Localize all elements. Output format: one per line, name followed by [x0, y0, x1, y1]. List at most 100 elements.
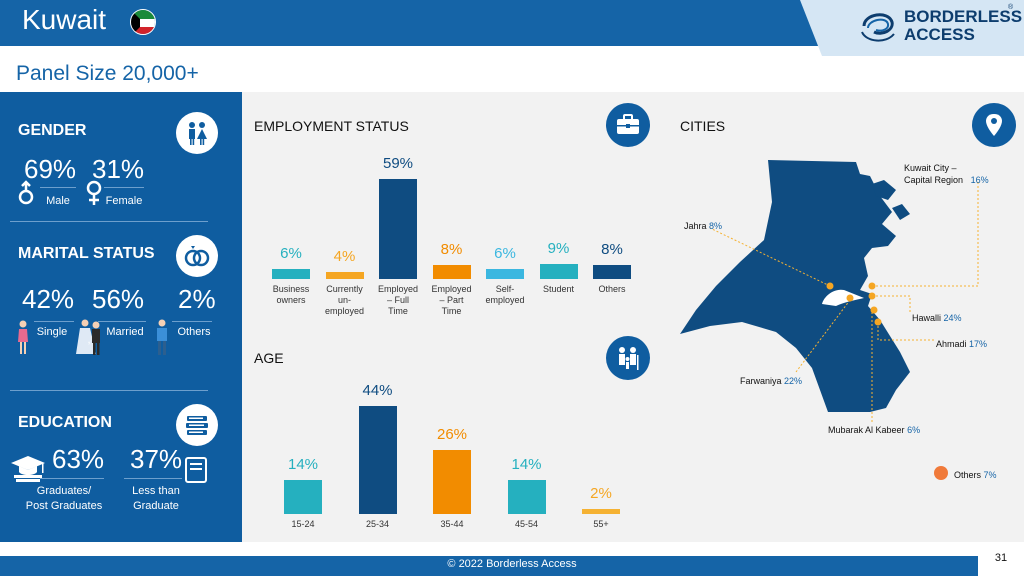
- employment-category-line: owners: [276, 295, 306, 305]
- copyright: © 2022 Borderless Access: [447, 558, 577, 570]
- married-underline: [98, 321, 146, 322]
- page-number: 31: [994, 552, 1008, 564]
- city-dot-ahmadi: [874, 318, 882, 326]
- graduates-underline: [40, 478, 104, 479]
- female-symbol-icon: [84, 180, 104, 211]
- age-bar: [433, 450, 471, 514]
- others-pct: 2%: [178, 284, 216, 314]
- employment-value-label: 8%: [440, 241, 463, 259]
- age-bar: [507, 479, 546, 514]
- age-value-label: 26%: [436, 426, 468, 444]
- age-bar: [582, 509, 620, 514]
- page-number-box: [978, 548, 1024, 576]
- others-city-pct: 7%: [983, 470, 997, 480]
- capital-name-line-1: Kuwait City –: [904, 163, 957, 173]
- less-underline: [124, 478, 182, 479]
- logo-line-2: ACCESS: [904, 25, 975, 44]
- employment-category-line: Employed: [431, 284, 472, 294]
- employment-category-line: employed: [324, 306, 365, 316]
- employment-value-label: 9%: [547, 239, 570, 257]
- married-extra: ,: [87, 334, 91, 346]
- single-pct: 42%: [22, 284, 75, 314]
- employment-category-line: employed: [485, 295, 525, 305]
- graduates-pct: 63%: [52, 444, 105, 474]
- employment-bar: [486, 268, 524, 279]
- female-label: Female: [105, 195, 143, 207]
- employment-value-label: 59%: [382, 155, 414, 172]
- employment-value-label: 4%: [333, 248, 356, 266]
- leader-capital: [872, 180, 979, 287]
- employment-category-line: Others: [598, 284, 626, 294]
- hawalli-name: Hawalli: [912, 313, 942, 323]
- city-label-capital: Kuwait City – Capital Region 16%: [904, 162, 989, 186]
- employment-value-label: 6%: [280, 244, 302, 262]
- employment-category-label: Business owners: [264, 284, 318, 306]
- single-underline: [34, 321, 74, 322]
- map-shape: [680, 160, 910, 412]
- city-label-hawalli: Hawalli 24%: [912, 312, 962, 324]
- marital-heading: MARITAL STATUS: [18, 245, 155, 262]
- gender-heading: GENDER: [18, 122, 87, 139]
- other-person-icon: [154, 318, 170, 361]
- others-underline: [172, 321, 212, 322]
- city-label-mubarak: Mubarak Al Kabeer 6%: [828, 424, 920, 436]
- city-label-ahmadi: Ahmadi 17%: [936, 338, 987, 350]
- single-label: Single: [36, 326, 68, 338]
- female-pct: 31%: [92, 154, 145, 184]
- employment-category-line: – Full: [386, 295, 409, 305]
- employment-category-label: Student: [532, 284, 586, 295]
- age-bar: [284, 479, 322, 514]
- employment-category-label: Employed – Full Time: [371, 284, 425, 317]
- location-pin-icon: [972, 103, 1016, 147]
- age-category-label: 15-24: [291, 519, 315, 529]
- employment-category-line: Employed: [377, 284, 419, 294]
- employment-bar: [379, 179, 417, 279]
- graduates-label-line-2: Post Graduates: [25, 500, 103, 512]
- male-underline: [40, 187, 76, 188]
- others-dot: [934, 466, 948, 480]
- section-divider: [10, 390, 208, 391]
- city-dot-hawalli: [868, 292, 876, 300]
- graduates-label: Graduates/ Post Graduates: [14, 484, 114, 514]
- employment-category-label: Currently un-employed: [318, 284, 372, 317]
- employment-category-line: Time: [441, 306, 462, 316]
- employment-category-line: – Part: [439, 295, 464, 305]
- section-divider: [10, 221, 208, 222]
- map-islands: [872, 180, 910, 220]
- city-label-others: Others 7%: [954, 469, 997, 481]
- kuwait-flag-icon: [130, 9, 156, 35]
- age-value-label: 14%: [511, 455, 542, 473]
- jahra-name: Jahra: [684, 221, 707, 231]
- age-heading: AGE: [254, 350, 284, 366]
- less-than-graduate-pct: 37%: [130, 444, 183, 474]
- less-label-line-1: Less than: [132, 485, 180, 497]
- age-category-label: 35-44: [440, 519, 464, 529]
- female-underline: [104, 187, 144, 188]
- male-pct: 69%: [24, 154, 77, 184]
- panel-size: Panel Size 20,000+: [16, 62, 199, 85]
- education-heading: EDUCATION: [18, 414, 112, 431]
- others-name: Others: [954, 470, 982, 480]
- employment-bar: [432, 265, 471, 279]
- married-pct: 56%: [92, 284, 145, 314]
- married-label: Married: [106, 326, 144, 338]
- city-label-jahra: Jahra 8%: [684, 220, 722, 232]
- employment-value-label: 8%: [601, 241, 623, 259]
- farwaniya-pct: 22%: [784, 376, 803, 386]
- single-person-icon: [16, 320, 30, 361]
- employment-category-line: un-: [337, 295, 351, 305]
- leader-farwaniya: [795, 299, 851, 373]
- rings-icon: [176, 235, 218, 277]
- graduation-cap-icon: [10, 452, 46, 489]
- employment-bar: [325, 272, 364, 279]
- employment-category-line: Time: [388, 306, 408, 316]
- mubarak-pct: 6%: [907, 425, 921, 435]
- city-dot-mubarak: [870, 306, 878, 314]
- logo-swirl-icon: [861, 13, 895, 42]
- male-label: Male: [46, 195, 70, 207]
- logo-text: BORDERLESS ACCESS: [904, 8, 1022, 44]
- jahra-pct: 8%: [709, 221, 723, 231]
- ahmadi-pct: 17%: [969, 339, 988, 349]
- employment-category-label: Others: [585, 284, 639, 295]
